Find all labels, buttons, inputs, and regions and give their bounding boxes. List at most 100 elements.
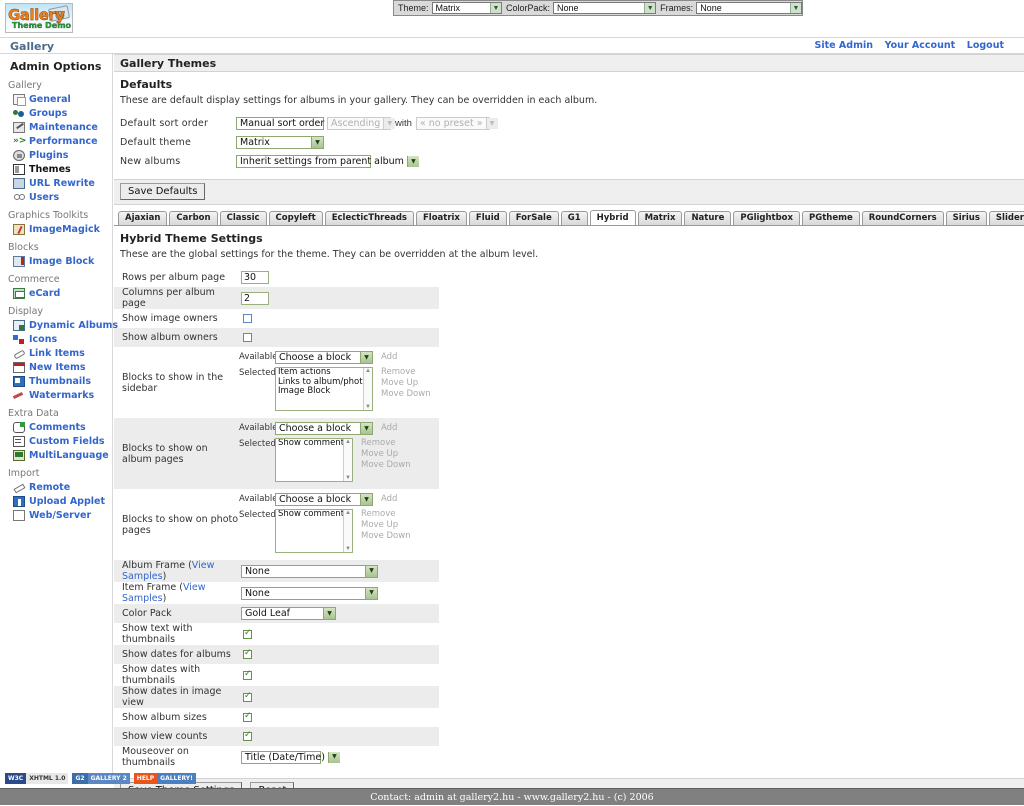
blocks-album-move-down-button[interactable]: Move Down	[361, 460, 411, 470]
site-admin-link[interactable]: Site Admin	[814, 40, 873, 51]
sidebar-item-imagemagick[interactable]: ImageMagick	[6, 223, 112, 236]
sidebar-item-dynamic-albums[interactable]: Dynamic Albums	[6, 319, 118, 332]
help-gallery-badge[interactable]: HELP GALLERY!	[133, 773, 196, 784]
theme-bar-frames-select[interactable]: None ▼	[696, 2, 802, 14]
scroll-down-icon[interactable]: ▼	[345, 546, 351, 552]
show-album-sizes-checkbox[interactable]	[243, 711, 252, 722]
sidebar-item-thumbnails[interactable]: Thumbnails	[6, 375, 112, 388]
show-image-owners-checkbox[interactable]	[243, 314, 252, 323]
theme-bar-theme-select[interactable]: Matrix ▼	[431, 2, 502, 14]
sidebar-item-web-server[interactable]: Web/Server	[6, 509, 112, 522]
save-defaults-button[interactable]: Save Defaults	[120, 183, 206, 200]
album-frame-select[interactable]: None ▼	[241, 564, 378, 578]
rows-per-page-input[interactable]	[241, 271, 269, 284]
default-theme-select[interactable]: Matrix ▼	[236, 136, 324, 149]
tab-roundcorners[interactable]: RoundCorners	[861, 211, 944, 225]
sidebar-item-performance[interactable]: »> Performance	[6, 135, 112, 148]
blocks-album-remove-button[interactable]: Remove	[361, 438, 396, 448]
tab-pgtheme[interactable]: PGtheme	[802, 211, 860, 225]
blocks-sidebar-add-button[interactable]: Add	[381, 352, 398, 362]
logout-link[interactable]: Logout	[966, 40, 1004, 51]
scroll-down-icon[interactable]: ▼	[365, 404, 371, 410]
show-text-thumbs-checkbox[interactable]	[243, 628, 252, 639]
sidebar-item-groups[interactable]: Groups	[6, 107, 112, 120]
scroll-up-icon[interactable]: ▲	[345, 439, 351, 445]
gallery2-badge[interactable]: G2 GALLERY 2	[72, 773, 130, 784]
blocks-photo-available-select[interactable]: Choose a block ▼	[275, 493, 373, 506]
tab-forsale[interactable]: ForSale	[508, 211, 559, 225]
album-frame-view-samples-link[interactable]: View Samples	[122, 560, 215, 582]
scroll-up-icon[interactable]: ▲	[365, 368, 371, 374]
tab-g1[interactable]: G1	[560, 211, 588, 225]
sidebar-item-image-block[interactable]: Image Block	[6, 255, 112, 268]
blocks-photo-remove-button[interactable]: Remove	[361, 509, 396, 519]
blocks-photo-move-down-button[interactable]: Move Down	[361, 531, 411, 541]
sidebar-item-themes[interactable]: Themes	[6, 163, 112, 176]
show-view-counts-checkbox[interactable]	[243, 730, 252, 741]
blocks-sidebar-remove-button[interactable]: Remove	[381, 367, 416, 377]
sort-preset-select[interactable]: « no preset » ▼	[415, 117, 498, 130]
tab-copyleft[interactable]: Copyleft	[268, 211, 323, 225]
your-account-link[interactable]: Your Account	[884, 40, 956, 51]
show-dates-thumbs-checkbox[interactable]	[243, 669, 252, 680]
show-dates-image-checkbox[interactable]	[243, 691, 252, 702]
theme-bar-colorpack-select[interactable]: None ▼	[552, 2, 657, 14]
tab-ajaxian[interactable]: Ajaxian	[118, 211, 168, 225]
tab-eclecticthreads[interactable]: EclecticThreads	[324, 211, 414, 225]
sidebar-item-new-items[interactable]: New Items	[6, 361, 112, 374]
sort-direction-select[interactable]: Ascending ▼	[327, 117, 396, 130]
sidebar-item-multilanguage[interactable]: MultiLanguage	[6, 449, 112, 462]
tab-pglightbox[interactable]: PGlightbox	[733, 211, 800, 225]
blocks-photo-move-up-button[interactable]: Move Up	[361, 520, 399, 530]
listbox-scrollbar[interactable]: ▲ ▼	[343, 510, 352, 552]
sidebar-item-plugins[interactable]: Plugins	[6, 149, 112, 162]
gallery-logo[interactable]: Gallery Theme Demo	[5, 3, 73, 33]
cols-per-page-input[interactable]	[241, 291, 269, 305]
blocks-album-selected-list[interactable]: Show comments ▲ ▼	[275, 438, 353, 482]
list-item[interactable]: Links to album/photo peers	[278, 376, 372, 387]
sidebar-item-custom-fields[interactable]: Custom Fields	[6, 435, 112, 448]
list-item[interactable]: Image Block	[278, 386, 331, 396]
sidebar-item-users[interactable]: Users	[6, 191, 112, 204]
tab-fluid[interactable]: Fluid	[468, 211, 507, 225]
scroll-up-icon[interactable]: ▲	[345, 510, 351, 516]
tab-slider[interactable]: Slider	[988, 211, 1024, 225]
listbox-scrollbar[interactable]: ▲ ▼	[343, 439, 352, 481]
mouseover-select[interactable]: Title (Date/Time) ▼	[241, 750, 340, 764]
item-frame-select[interactable]: None ▼	[241, 586, 378, 600]
sidebar-item-icons[interactable]: Icons	[6, 333, 112, 346]
blocks-photo-add-button[interactable]: Add	[381, 494, 398, 504]
blocks-album-move-up-button[interactable]: Move Up	[361, 449, 399, 459]
sidebar-item-url-rewrite[interactable]: URL Rewrite	[6, 177, 112, 190]
sidebar-item-comments[interactable]: Comments	[6, 421, 112, 434]
blocks-album-add-button[interactable]: Add	[381, 423, 398, 433]
sidebar-item-watermarks[interactable]: Watermarks	[6, 389, 112, 402]
blocks-sidebar-move-up-button[interactable]: Move Up	[381, 378, 419, 388]
color-pack-select[interactable]: Gold Leaf ▼	[241, 607, 336, 620]
tab-sirius[interactable]: Sirius	[945, 211, 987, 225]
blocks-sidebar-available-select[interactable]: Choose a block ▼	[275, 351, 373, 364]
show-dates-albums-checkbox[interactable]	[243, 648, 252, 659]
item-frame-view-samples-link[interactable]: View Samples	[122, 582, 206, 604]
new-albums-select[interactable]: Inherit settings from parent album ▼	[236, 155, 419, 168]
w3c-xhtml-badge[interactable]: W3C XHTML 1.0	[5, 773, 69, 784]
sidebar-item-ecard[interactable]: eCard	[6, 287, 112, 300]
sidebar-item-remote[interactable]: Remote	[6, 481, 112, 494]
list-item[interactable]: Show comments	[278, 438, 349, 448]
scroll-down-icon[interactable]: ▼	[345, 475, 351, 481]
sidebar-item-general[interactable]: General	[6, 93, 112, 106]
blocks-sidebar-selected-list[interactable]: Item actions Links to album/photo peers …	[275, 367, 373, 411]
tab-floatrix[interactable]: Floatrix	[415, 211, 467, 225]
show-album-owners-checkbox[interactable]	[243, 333, 252, 342]
tab-classic[interactable]: Classic	[219, 211, 267, 225]
list-item[interactable]: Show comments	[278, 509, 349, 519]
sidebar-item-maintenance[interactable]: Maintenance	[6, 121, 112, 134]
tab-nature[interactable]: Nature	[684, 211, 732, 225]
sidebar-item-upload-applet[interactable]: Upload Applet	[6, 495, 112, 508]
tab-carbon[interactable]: Carbon	[169, 211, 218, 225]
sidebar-item-link-items[interactable]: Link Items	[6, 347, 112, 360]
tab-matrix[interactable]: Matrix	[637, 211, 683, 225]
blocks-album-available-select[interactable]: Choose a block ▼	[275, 422, 373, 435]
blocks-sidebar-move-down-button[interactable]: Move Down	[381, 389, 431, 399]
list-item[interactable]: Item actions	[278, 367, 331, 377]
